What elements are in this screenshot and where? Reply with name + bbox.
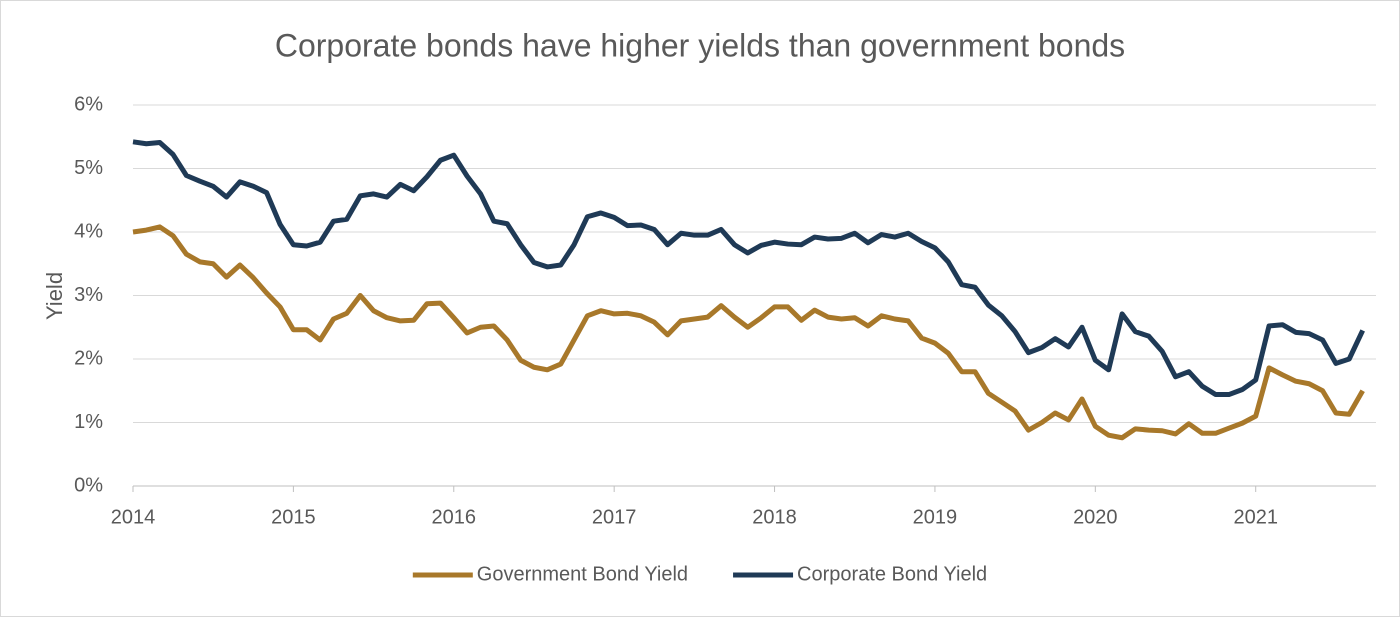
y-axis-label: Yield — [42, 272, 67, 320]
legend-label: Government Bond Yield — [477, 563, 688, 585]
x-tick-label: 2018 — [752, 506, 797, 528]
y-tick-label: 3% — [74, 284, 103, 306]
legend-item: Government Bond Yield — [412, 563, 688, 585]
x-tick-label: 2020 — [1073, 506, 1118, 528]
chart-title: Corporate bonds have higher yields than … — [275, 27, 1125, 63]
series-line — [132, 224, 1365, 441]
y-tick-label: 4% — [74, 220, 103, 242]
x-tick-label: 2014 — [111, 506, 156, 528]
y-tick-label: 2% — [74, 347, 103, 369]
legend: Government Bond Yield Corporate Bond Yiel… — [412, 563, 987, 585]
y-tick-label: 5% — [74, 157, 103, 179]
y-tick-label: 6% — [74, 93, 103, 115]
x-tick-label: 2019 — [913, 506, 958, 528]
y-tick-label: 1% — [74, 411, 103, 433]
x-tick-label: 2021 — [1233, 506, 1278, 528]
legend-label: Corporate Bond Yield — [797, 563, 987, 585]
y-tick-label: 0% — [74, 474, 103, 496]
x-tick-label: 2015 — [271, 506, 316, 528]
legend-item: Corporate Bond Yield — [733, 563, 987, 585]
x-tick-label: 2016 — [432, 506, 477, 528]
series-line — [132, 139, 1365, 398]
x-tick-label: 2017 — [592, 506, 637, 528]
